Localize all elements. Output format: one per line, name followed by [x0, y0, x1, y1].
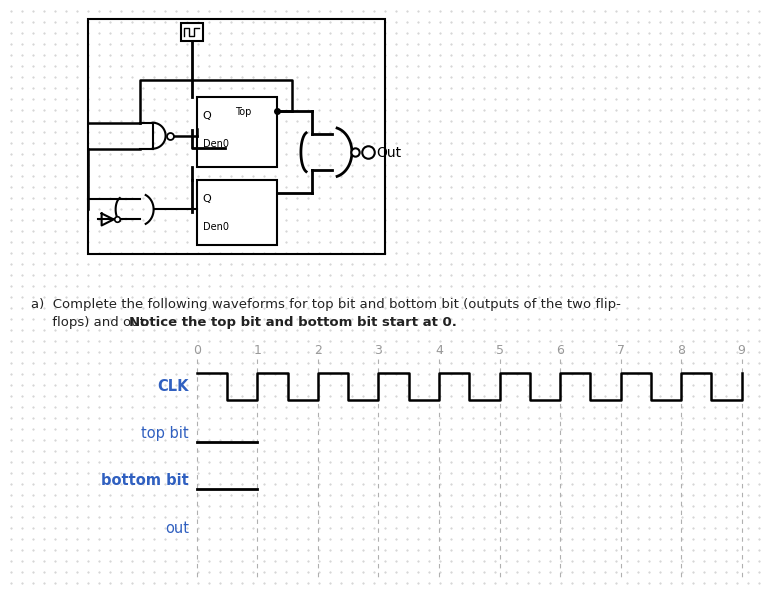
Text: Q: Q	[203, 194, 211, 204]
Bar	[88, 19, 385, 254]
Text: Out: Out	[376, 146, 401, 160]
Bar	[197, 180, 277, 245]
Text: CLK: CLK	[157, 379, 189, 394]
Text: 0: 0	[193, 344, 201, 358]
Text: 6: 6	[556, 344, 564, 358]
Text: Den0: Den0	[203, 139, 229, 149]
Bar	[182, 24, 203, 41]
Text: 8: 8	[677, 344, 685, 358]
Text: 2: 2	[314, 344, 322, 358]
Text: 1: 1	[253, 344, 261, 358]
Text: bottom bit: bottom bit	[101, 473, 189, 489]
Bar	[197, 97, 277, 168]
Text: Den0: Den0	[203, 222, 229, 232]
Text: 3: 3	[375, 344, 382, 358]
Text: top bit: top bit	[141, 426, 189, 441]
Text: 5: 5	[495, 344, 504, 358]
Text: 9: 9	[738, 344, 745, 358]
Text: out: out	[165, 520, 189, 536]
Text: Notice the top bit and bottom bit start at 0.: Notice the top bit and bottom bit start …	[128, 316, 456, 329]
Text: Top: Top	[235, 107, 251, 117]
Text: flops) and out.: flops) and out.	[31, 316, 153, 329]
Text: 4: 4	[435, 344, 443, 358]
Text: a)  Complete the following waveforms for top bit and bottom bit (outputs of the : a) Complete the following waveforms for …	[31, 298, 620, 311]
Text: 7: 7	[617, 344, 625, 358]
Text: Q: Q	[203, 112, 211, 122]
